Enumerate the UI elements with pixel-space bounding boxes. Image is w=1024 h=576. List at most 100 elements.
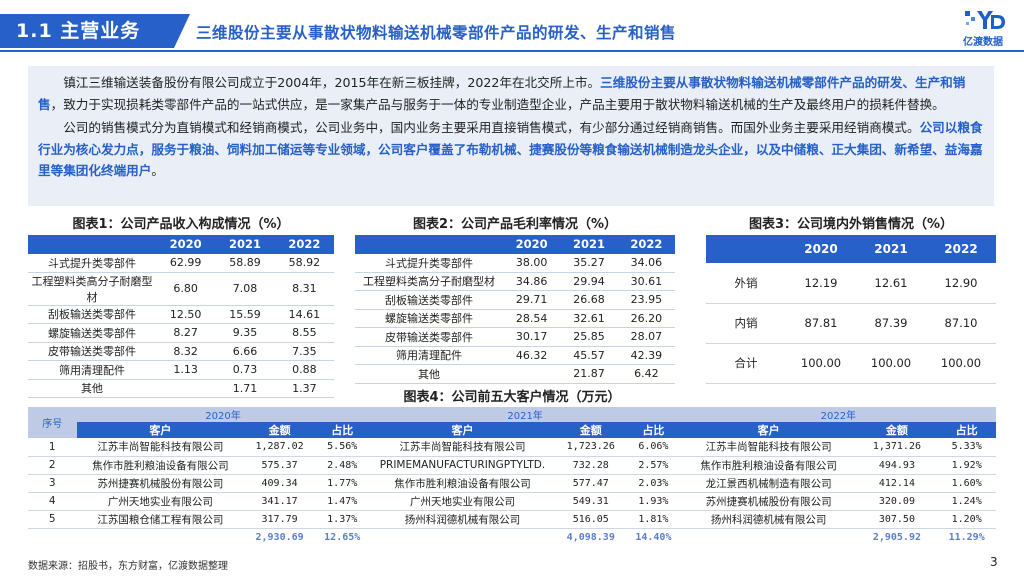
table-cell: 12.61 xyxy=(856,263,926,304)
table-cell: 25.85 xyxy=(560,327,618,347)
table-row: 皮带输送类零部件 8.32 6.66 7.35 xyxy=(28,342,334,361)
brand-logo: 亿渡数据 xyxy=(955,8,1011,48)
ratio-cell: 1.24% xyxy=(937,492,996,511)
table-cell: 34.86 xyxy=(503,272,561,291)
table-cell: 30.17 xyxy=(503,327,561,347)
table-cell: 8.31 xyxy=(274,272,334,306)
ratio-cell: 1.37% xyxy=(314,510,370,529)
customer-header: 客户 xyxy=(76,422,245,438)
year-group-header: 2021年 xyxy=(369,407,681,422)
total-amount: 2,905.92 xyxy=(872,531,921,543)
table-cell: 6.80 xyxy=(156,272,216,306)
table-cell: 8.55 xyxy=(274,323,334,343)
total-ratio: 12.65% xyxy=(324,531,361,543)
table-cell: 26.20 xyxy=(617,309,675,328)
table-cell: 30.61 xyxy=(617,272,675,291)
customer-cell: 焦作市胜利粮油设备有限公司 xyxy=(76,456,245,475)
table-row: 3 苏州捷赛机械股份有限公司 409.34 1.77% 焦作市胜利粮油设备有限公司 577… xyxy=(28,474,996,493)
table-cell: 100.00 xyxy=(786,343,856,384)
row-label: 筛用清理配件 xyxy=(28,360,156,380)
table-cell: 38.00 xyxy=(503,253,561,273)
table1-title: 图表1：公司产品收入构成情况（%） xyxy=(72,217,290,232)
gross-margin-table: 2020 2021 2022 斗式提升类零部件 38.00 35.27 34.06 工程… xyxy=(355,235,675,384)
customer-cell: 江苏丰尚智能科技有限公司 xyxy=(76,438,245,457)
row-label: 皮带输送类零部件 xyxy=(355,327,503,347)
table-cell: 29.94 xyxy=(560,272,618,291)
amount-cell: 494.93 xyxy=(856,456,938,475)
table-cell: 12.50 xyxy=(156,305,216,324)
ratio-cell: 1.81% xyxy=(626,510,681,529)
table-header-year: 2021 xyxy=(856,235,926,263)
amount-header: 金额 xyxy=(555,422,627,438)
total-ratio: 11.29% xyxy=(948,531,985,543)
brand-logo-icon xyxy=(965,11,1005,29)
table-cell: 12.19 xyxy=(786,263,856,304)
table-cell: 28.07 xyxy=(617,327,675,347)
total-row: 2,930.69 12.65% 4,098.39 14.40% 2,905.92 11.2… xyxy=(28,528,996,546)
table-cell: 1.13 xyxy=(156,360,216,380)
table-row: 皮带输送类零部件 30.17 25.85 28.07 xyxy=(355,327,675,347)
table-header-row: 2020 2021 2022 xyxy=(706,235,996,263)
section-label: 1.1 主营业务 xyxy=(0,14,174,48)
year-group-header: 2022年 xyxy=(680,407,996,422)
table-cell: 15.59 xyxy=(215,305,275,324)
customer-header: 客户 xyxy=(680,422,857,438)
intro-paragraph-1: 镇江三维输送装备股份有限公司成立于2004年，2015年在新三板挂牌，2022年… xyxy=(38,72,984,115)
table-row: 筛用清理配件 1.13 0.73 0.88 xyxy=(28,360,334,380)
table-cell: 58.89 xyxy=(215,253,275,273)
table-header-year: 2020 xyxy=(786,235,856,263)
seq-cell: 3 xyxy=(28,474,77,493)
ratio-cell: 5.33% xyxy=(937,438,996,457)
table-cell: 100.00 xyxy=(926,343,996,384)
amount-cell: 317.79 xyxy=(244,510,315,529)
total-empty-cell xyxy=(370,528,556,546)
table-cell: 62.99 xyxy=(156,253,216,273)
seq-cell: 5 xyxy=(28,510,77,529)
table2-title: 图表2：公司产品毛利率情况（%） xyxy=(412,217,618,232)
top-five-customers-table: 序号 2020年 2021年 2022年 客户 金额 占比 客户 金额 占比 客… xyxy=(28,407,996,546)
table-cell: 1.71 xyxy=(215,379,275,398)
table-row: 合计 100.00 100.00 100.00 xyxy=(706,343,996,384)
table-header-corner xyxy=(355,235,503,254)
amount-cell: 307.50 xyxy=(856,510,938,529)
ratio-cell: 1.20% xyxy=(937,510,996,529)
ratio-cell: 5.56% xyxy=(314,438,370,457)
table-cell: 8.27 xyxy=(156,323,216,343)
table-row: 刮板输送类零部件 12.50 15.59 14.61 xyxy=(28,305,334,324)
table-row: 内销 87.81 87.39 87.10 xyxy=(706,303,996,344)
table-cell: 7.08 xyxy=(215,272,275,306)
row-label: 斗式提升类零部件 xyxy=(28,253,156,273)
table-cell: 100.00 xyxy=(856,343,926,384)
row-label: 斗式提升类零部件 xyxy=(355,253,503,273)
row-label: 筛用清理配件 xyxy=(355,346,503,365)
customer-cell: 江苏丰尚智能科技有限公司 xyxy=(680,438,857,457)
amount-cell: 341.17 xyxy=(244,492,315,511)
ratio-cell: 1.47% xyxy=(314,492,370,511)
customer-cell: 焦作市胜利粮油设备有限公司 xyxy=(680,456,857,475)
table-row: 工程塑料类高分子耐磨型材 6.80 7.08 8.31 xyxy=(28,272,334,306)
table-header-corner xyxy=(706,235,786,263)
intro-p2-highlight: 公司以粮食行业为核心发力点，服务于粮油、饲料加工储运等专业领域，公司客户覆盖了布… xyxy=(38,120,983,178)
row-label: 刮板输送类零部件 xyxy=(28,305,156,324)
customer-cell: 苏州捷赛机械股份有限公司 xyxy=(76,474,245,493)
domestic-foreign-sales-table: 2020 2021 2022 外销 12.19 12.61 12.90 内销 87.81 8… xyxy=(706,235,996,384)
brand-logo-text: 亿渡数据 xyxy=(963,37,1003,48)
intro-p2-text: 公司的销售模式分为直销模式和经销商模式，公司业务中，国内业务主要采用直接销售模式… xyxy=(63,120,920,135)
table-header-corner xyxy=(28,235,156,254)
ratio-cell: 1.92% xyxy=(937,456,996,475)
amount-header: 金额 xyxy=(856,422,938,438)
ratio-header: 占比 xyxy=(314,422,370,438)
row-label: 外销 xyxy=(706,263,786,304)
row-label: 螺旋输送类零部件 xyxy=(28,323,156,343)
table-cell xyxy=(503,364,561,384)
customer-cell: 扬州科润德机械有限公司 xyxy=(680,510,857,529)
customer-cell: 广州天地实业有限公司 xyxy=(369,492,556,511)
table-cell: 29.71 xyxy=(503,290,561,310)
ratio-cell: 6.06% xyxy=(626,438,681,457)
table-cell: 0.88 xyxy=(274,360,334,380)
table-cell: 6.42 xyxy=(617,364,675,384)
table-cell: 7.35 xyxy=(274,342,334,361)
page-number: 3 xyxy=(990,555,998,569)
ratio-cell: 2.03% xyxy=(626,474,681,493)
table-row: 4 广州天地实业有限公司 341.17 1.47% 广州天地实业有限公司 549.31 1.… xyxy=(28,492,996,511)
